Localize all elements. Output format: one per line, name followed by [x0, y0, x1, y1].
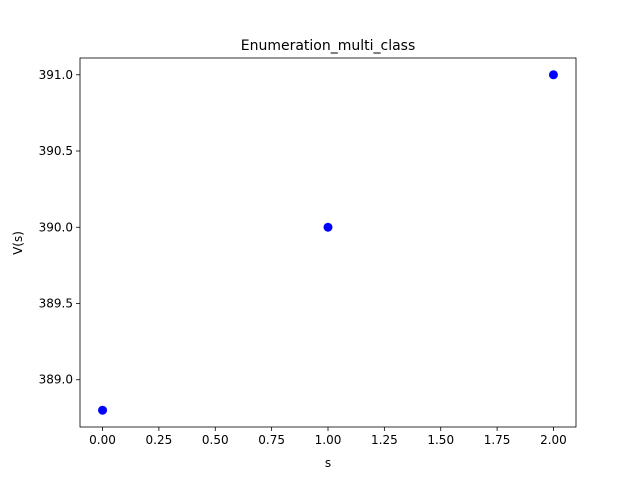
x-tick-label: 1.75 [484, 433, 511, 447]
plot-area: 0.00 0.25 0.50 0.75 1.00 1.25 1.50 1.75 2.00 389.… [39, 57, 577, 447]
y-axis-label: V(s) [11, 231, 25, 255]
x-tick-label: 0.50 [202, 433, 229, 447]
y-tick-label: 390.0 [39, 220, 73, 234]
x-tick-label: 1.50 [427, 433, 454, 447]
y-tick-label: 390.5 [39, 144, 73, 158]
y-tick-label: 389.5 [39, 296, 73, 310]
x-tick-label: 2.00 [540, 433, 567, 447]
x-tick-label: 0.00 [89, 433, 116, 447]
y-tick-label: 391.0 [39, 68, 73, 82]
x-tick-label: 1.25 [371, 433, 398, 447]
chart-title: Enumeration_multi_class [241, 38, 416, 54]
x-axis-label: s [325, 456, 331, 470]
y-tick-label: 389.0 [39, 373, 73, 387]
x-tick-label: 1.00 [315, 433, 342, 447]
data-point [98, 405, 108, 415]
data-point [548, 70, 558, 80]
x-tick-label: 0.75 [258, 433, 285, 447]
data-point [323, 222, 333, 232]
x-tick-label: 0.25 [146, 433, 173, 447]
